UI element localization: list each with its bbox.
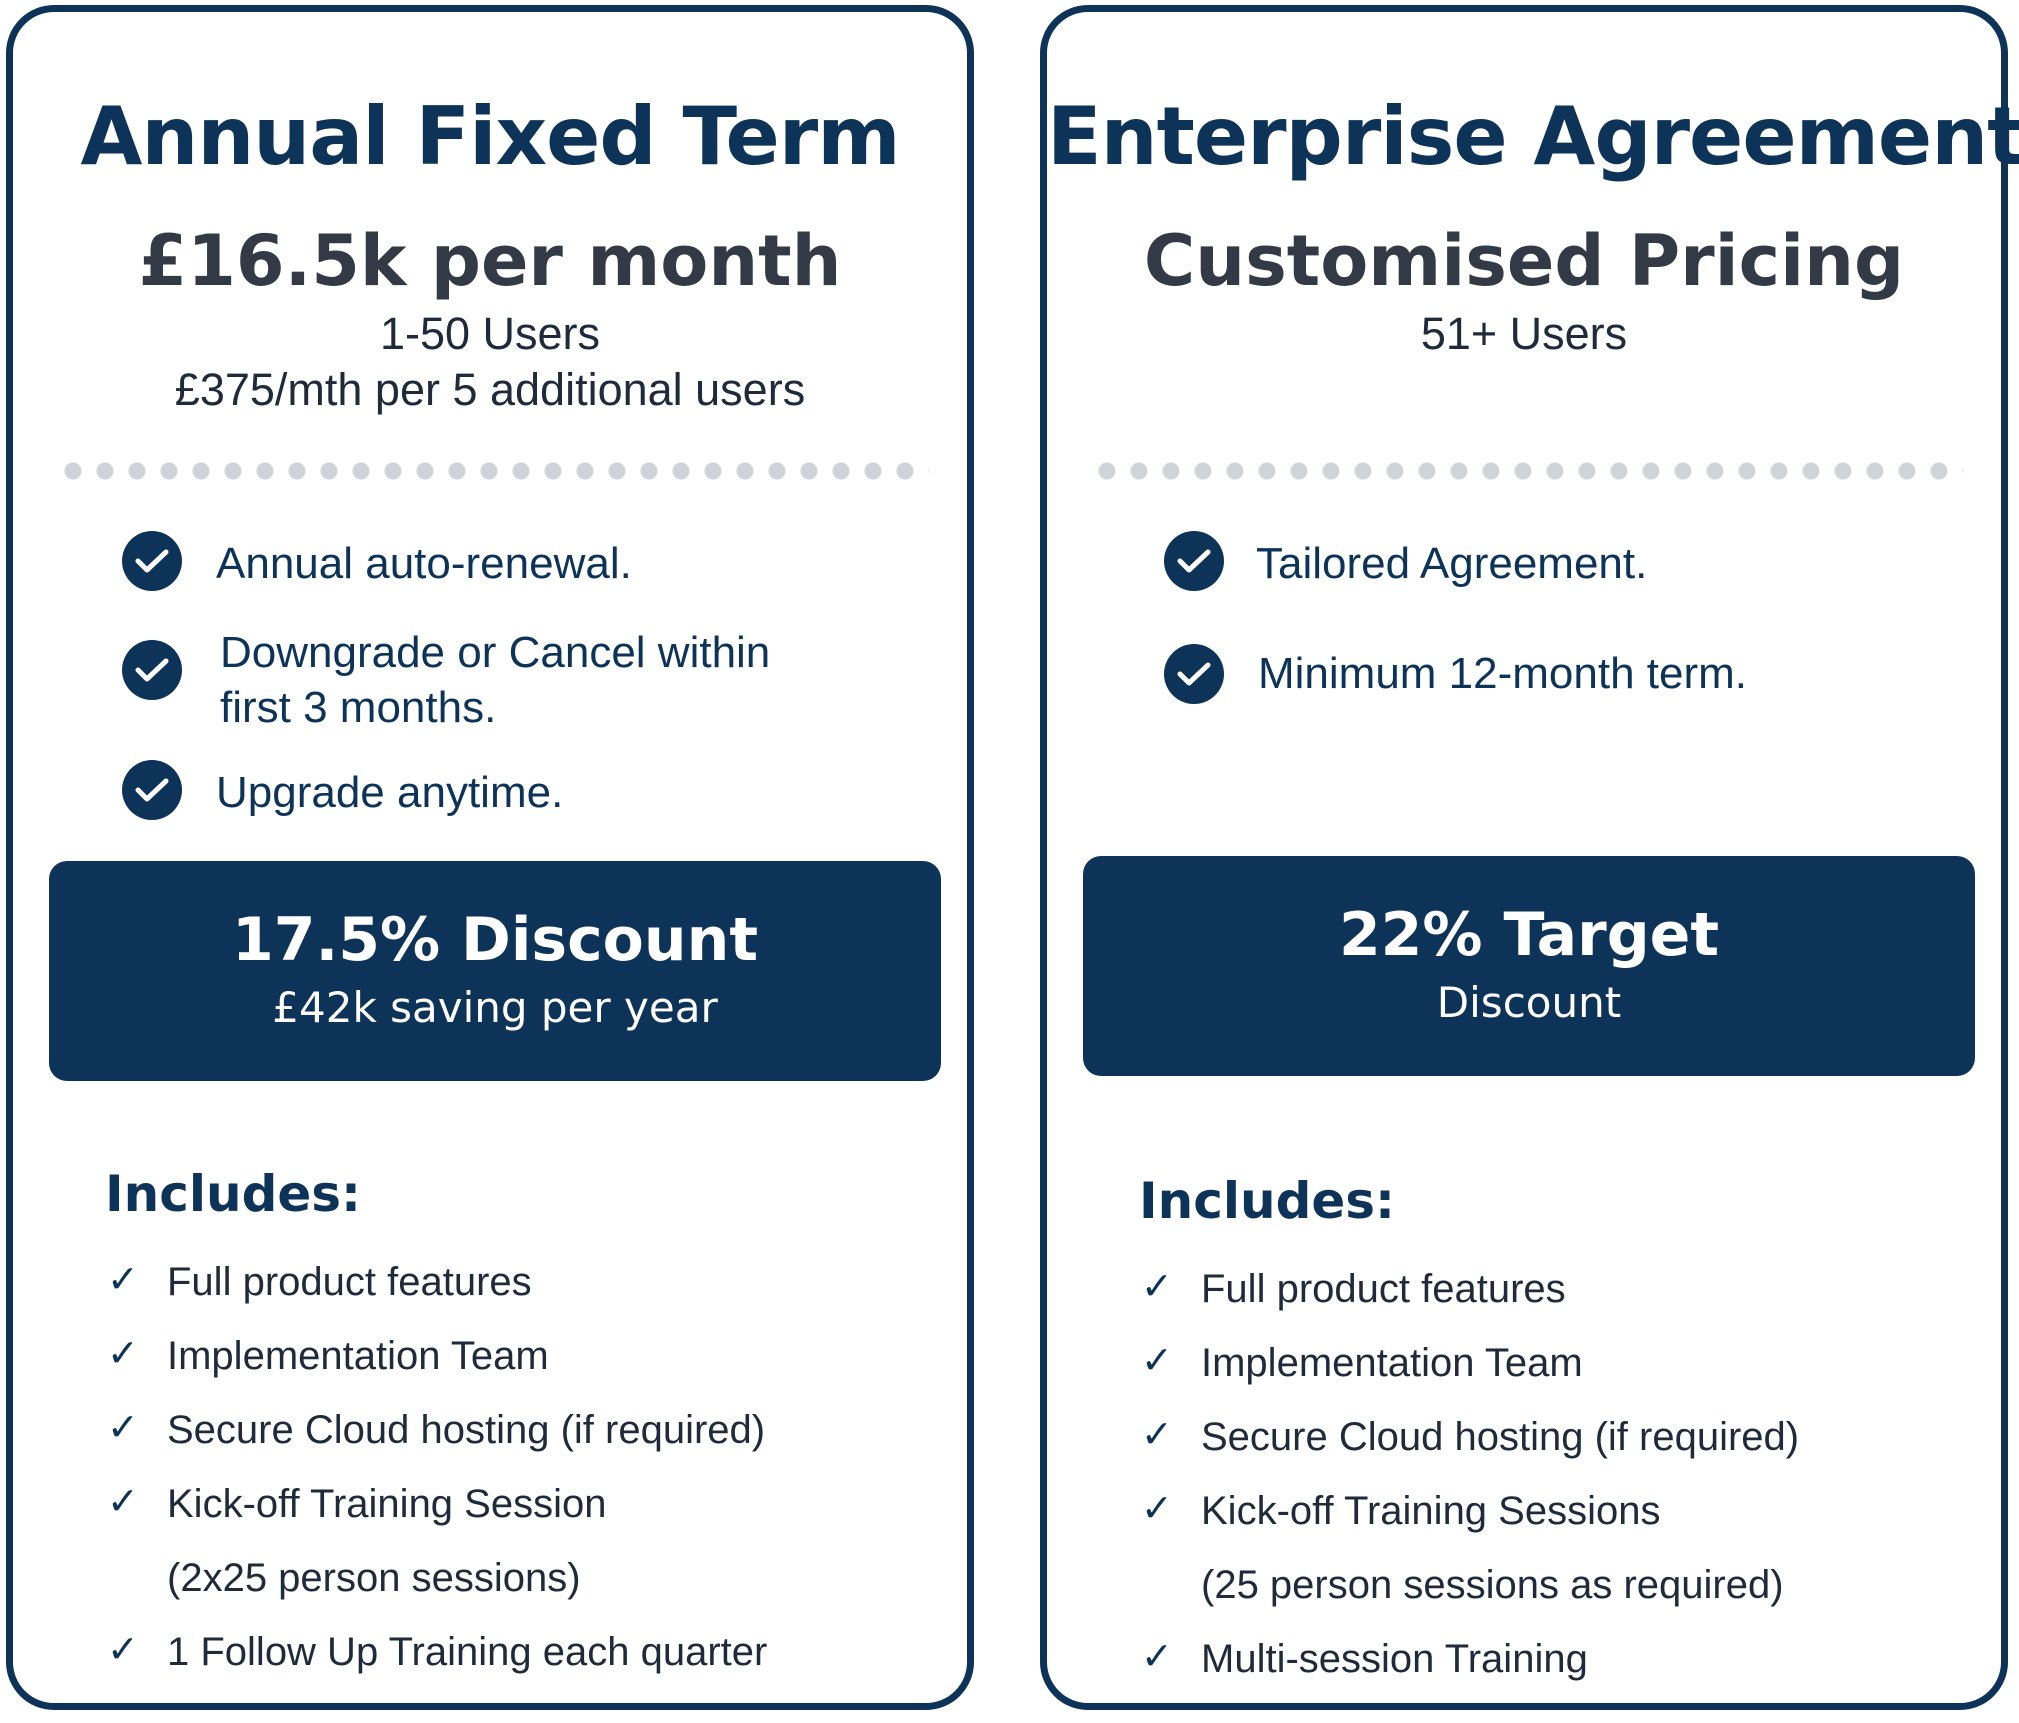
include-item: Implementation Team [1201,1341,1583,1385]
check-circle-icon [1164,531,1224,591]
discount-label: Discount [1436,978,1622,1027]
checkmark-icon: ✓ [1141,1412,1173,1456]
includes-heading: Includes: [1139,1172,1396,1230]
include-item-detail: (2x25 person sessions) [167,1556,581,1600]
include-item-detail: (25 person sessions as required) [1201,1563,1784,1607]
checkmark-icon: ✓ [107,1257,139,1301]
feature-text: Annual auto-renewal. [216,539,632,588]
include-item: Multi-session Training [1201,1637,1588,1681]
include-item: Secure Cloud hosting (if required) [167,1408,766,1452]
check-circle-icon [122,640,182,700]
include-item: Full product features [167,1260,532,1304]
feature-text: Downgrade or Cancel within [220,628,771,677]
plan-users: 51+ Users [1420,308,1628,359]
includes-heading: Includes: [105,1165,362,1223]
feature-text: Minimum 12-month term. [1258,649,1748,698]
checkmark-icon: ✓ [1141,1486,1173,1530]
checkmark-icon: ✓ [107,1331,139,1375]
include-item: Full product features [1201,1267,1566,1311]
check-circle-icon [122,760,182,820]
plan-title: Enterprise Agreement [1047,90,2019,183]
checkmark-icon: ✓ [1141,1264,1173,1308]
plan-extra-users-price: £375/mth per 5 additional users [174,364,806,415]
plan-title: Annual Fixed Term [80,90,900,183]
discount-banner: 22% Target Discount [1083,856,1975,1076]
discount-savings: £42k saving per year [272,983,718,1032]
checkmark-icon: ✓ [107,1479,139,1523]
include-item: Kick-off Training Session [167,1482,607,1526]
include-item: 1 Follow Up Training each quarter [167,1630,768,1674]
feature-text: Upgrade anytime. [216,768,564,817]
check-circle-icon [1164,644,1224,704]
plan-card-enterprise-agreement: Enterprise Agreement Customised Pricing … [1040,5,2019,1710]
checkmark-icon: ✓ [1141,1634,1173,1678]
plan-price: £16.5k per month [138,220,842,302]
discount-banner: 17.5% Discount £42k saving per year [49,861,941,1081]
plan-price: Customised Pricing [1143,220,1905,302]
include-item: Secure Cloud hosting (if required) [1201,1415,1800,1459]
include-item: Kick-off Training Sessions [1201,1489,1661,1533]
discount-percentage: 22% Target [1338,900,1720,970]
dotted-divider [57,461,929,481]
checkmark-icon: ✓ [107,1405,139,1449]
discount-percentage: 17.5% Discount [231,905,759,975]
feature-text: first 3 months. [220,683,497,732]
plan-users: 1-50 Users [379,308,601,359]
feature-text: Tailored Agreement. [1256,539,1648,588]
plan-card-annual-fixed-term: Annual Fixed Term £16.5k per month 1-50 … [6,5,974,1710]
include-item: Implementation Team [167,1334,549,1378]
dotted-divider [1091,461,1963,481]
checkmark-icon: ✓ [107,1627,139,1671]
checkmark-icon: ✓ [1141,1338,1173,1382]
check-circle-icon [122,531,182,591]
